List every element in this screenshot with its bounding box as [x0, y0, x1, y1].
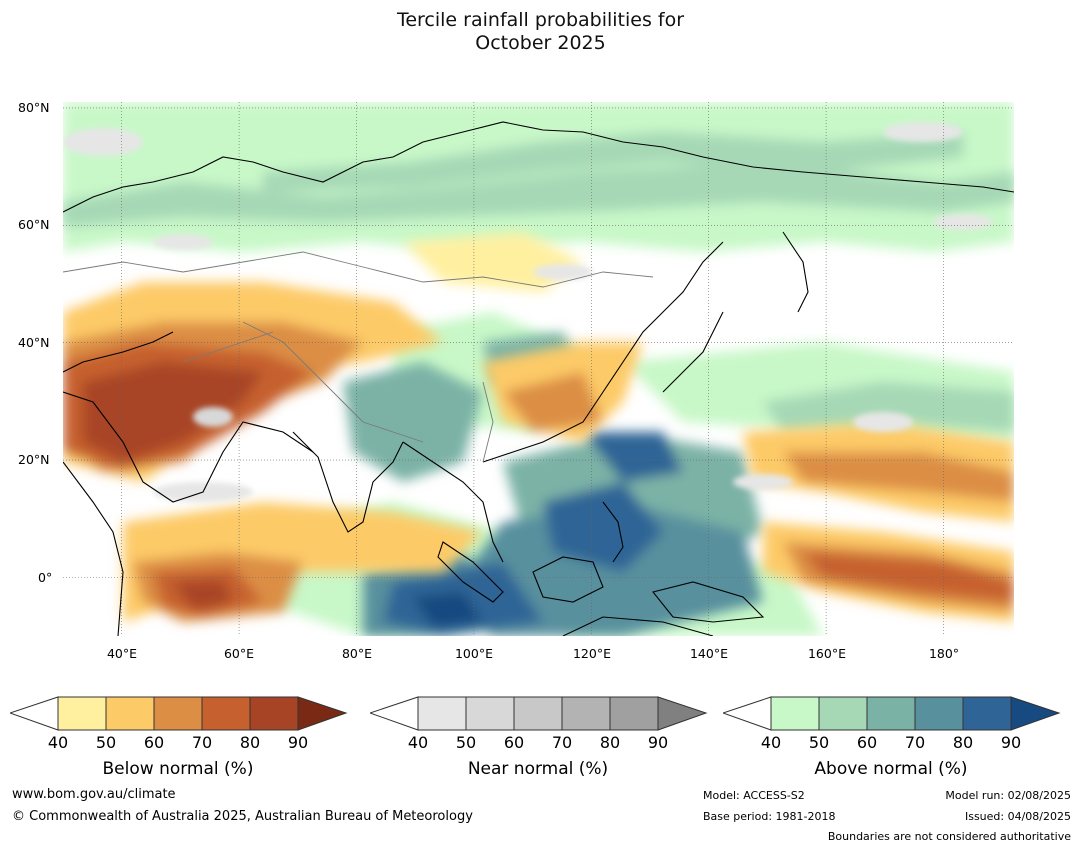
model-text: Model: ACCESS-S2: [703, 789, 805, 802]
lat-label-60n: 60°N: [18, 217, 50, 232]
base-period-text: Base period: 1981-2018: [703, 810, 836, 823]
above-cbar-swatch-2: [818, 696, 868, 731]
below-cbar-swatches: [57, 696, 299, 731]
below-cbar-swatch-5: [249, 696, 299, 731]
near-cbar-extend-high: [657, 696, 708, 731]
below-tick-80: 80: [239, 733, 261, 752]
disclaimer-text: Boundaries are not considered authoritat…: [827, 830, 1071, 843]
lat-label-40n: 40°N: [18, 335, 50, 350]
below-tick-50: 50: [95, 733, 117, 752]
below-cbar-swatch-2: [105, 696, 155, 731]
above-cbar-swatch-3: [866, 696, 916, 731]
title-line-1: Tercile rainfall probabilities for: [396, 9, 685, 31]
below-normal-label: Below normal (%): [102, 759, 254, 779]
above-cbar-swatch-5: [962, 696, 1012, 731]
above-cbar-swatch-1: [770, 696, 820, 731]
probability-map: [63, 102, 1014, 636]
title-line-2: October 2025: [475, 32, 606, 54]
below-normal-colorbar: [10, 696, 348, 731]
above-cbar-swatch-4: [914, 696, 964, 731]
model-run-text: Model run: 02/08/2025: [945, 789, 1071, 802]
below-tick-70: 70: [191, 733, 213, 752]
graticule: [63, 102, 1014, 636]
above-tick-90: 90: [1000, 733, 1022, 752]
near-normal-label: Near normal (%): [467, 759, 609, 779]
near-normal-areas: [63, 122, 993, 502]
near-tick-50: 50: [455, 733, 477, 752]
below-cbar-extend-high: [297, 696, 348, 731]
near-cbar-swatch-5: [609, 696, 659, 731]
below-cbar-swatch-3: [153, 696, 203, 731]
map-panel: [63, 102, 1014, 636]
lat-label-20n: 20°N: [18, 452, 50, 467]
above-cbar-swatches: [770, 696, 1012, 731]
website-link[interactable]: www.bom.gov.au/climate: [12, 787, 176, 802]
above-normal-label: Above normal (%): [814, 759, 968, 779]
lon-label-60e: 60°E: [223, 646, 255, 661]
below-tick-40: 40: [47, 733, 69, 752]
below-normal-areas: [63, 232, 1014, 622]
lon-label-160e: 160°E: [807, 646, 846, 661]
near-tick-70: 70: [551, 733, 573, 752]
above-normal-colorbar: [723, 696, 1061, 731]
above-tick-40: 40: [760, 733, 782, 752]
coastlines: [63, 121, 1014, 636]
near-cbar-swatch-1: [417, 696, 467, 731]
above-cbar-extend-low: [723, 696, 772, 731]
above-tick-80: 80: [952, 733, 974, 752]
country-borders: [63, 251, 654, 463]
lon-label-80e: 80°E: [341, 646, 373, 661]
lat-label-80n: 80°N: [18, 100, 50, 115]
lon-label-140e: 140°E: [689, 646, 728, 661]
lon-label-40e: 40°E: [106, 646, 138, 661]
above-normal-maritime-areas: [363, 432, 763, 636]
lon-label-120e: 120°E: [572, 646, 611, 661]
near-cbar-swatch-3: [513, 696, 563, 731]
below-cbar-swatch-4: [201, 696, 251, 731]
below-cbar-extend-low: [10, 696, 59, 731]
near-tick-60: 60: [503, 733, 525, 752]
near-cbar-swatch-4: [561, 696, 611, 731]
above-tick-70: 70: [904, 733, 926, 752]
near-tick-40: 40: [407, 733, 429, 752]
below-tick-60: 60: [143, 733, 165, 752]
above-cbar-extend-high: [1010, 696, 1061, 731]
near-tick-90: 90: [647, 733, 669, 752]
lon-label-180: 180°: [928, 646, 960, 661]
below-cbar-swatch-1: [57, 696, 107, 731]
lon-label-100e: 100°E: [454, 646, 493, 661]
near-tick-80: 80: [599, 733, 621, 752]
near-normal-colorbar: [370, 696, 708, 731]
above-tick-60: 60: [856, 733, 878, 752]
copyright-text: © Commonwealth of Australia 2025, Austra…: [12, 809, 473, 824]
above-tick-50: 50: [808, 733, 830, 752]
below-tick-90: 90: [287, 733, 309, 752]
near-cbar-extend-low: [370, 696, 419, 731]
lat-label-equator: 0°: [38, 570, 53, 585]
issued-text: Issued: 04/08/2025: [964, 810, 1071, 823]
near-cbar-swatches: [417, 696, 659, 731]
near-cbar-swatch-2: [465, 696, 515, 731]
map-title: Tercile rainfall probabilities for Octob…: [0, 9, 1081, 55]
